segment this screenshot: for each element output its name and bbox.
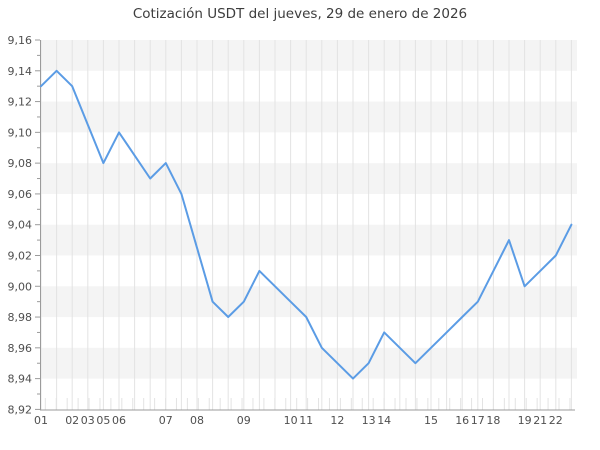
x-tick-label: 19: [518, 414, 532, 427]
x-tick-label: 22: [549, 414, 563, 427]
x-tick-label: 10: [284, 414, 298, 427]
plot-area: 9,16 9,14 9,12 9,10 9,08 9,06 9,04 9,02 9,00 8,98…: [8, 34, 577, 427]
x-tick-label: 09: [237, 414, 251, 427]
x-tick-label: 08: [190, 414, 204, 427]
y-tick-label: 8,98: [8, 311, 33, 324]
zebra-band: [40, 347, 577, 379]
x-tick-label: 11: [299, 414, 313, 427]
zebra-band: [40, 163, 577, 194]
y-tick-label: 9,06: [8, 188, 33, 201]
zebra-band: [40, 40, 577, 71]
x-tick-label: 07: [159, 414, 173, 427]
x-tick-label: 02: [65, 414, 79, 427]
zebra-band: [40, 224, 577, 256]
y-tick-label: 9,02: [8, 249, 33, 262]
x-tick-label: 16: [455, 414, 469, 427]
x-tick-label: 18: [486, 414, 500, 427]
y-tick-label: 9,00: [8, 280, 33, 293]
y-tick-label: 9,08: [8, 157, 33, 170]
x-tick-label: 03: [81, 414, 95, 427]
y-tick-label: 9,04: [8, 219, 33, 232]
x-tick-label: 13: [362, 414, 376, 427]
y-tick-label: 9,12: [8, 96, 33, 109]
x-tick-label: 05: [96, 414, 110, 427]
x-tick-label: 14: [377, 414, 391, 427]
x-tick-label: 06: [112, 414, 126, 427]
x-tick-label: 17: [471, 414, 485, 427]
y-tick-label: 8,92: [8, 403, 33, 416]
zebra-band: [40, 101, 577, 133]
y-tick-label: 9,10: [8, 126, 33, 139]
x-tick-label: 01: [34, 414, 48, 427]
chart-title: Cotización USDT del jueves, 29 de enero …: [133, 6, 467, 22]
price-line-usdt: [40, 69, 573, 380]
x-tick-label: 15: [424, 414, 438, 427]
y-tick-label: 8,96: [8, 342, 33, 355]
y-tick-label: 8,94: [8, 373, 33, 386]
x-tick-label: 12: [330, 414, 344, 427]
zebra-band: [40, 286, 577, 318]
y-tick-label: 9,16: [8, 34, 33, 47]
y-tick-label: 9,14: [8, 65, 33, 78]
x-tick-label: 21: [533, 414, 547, 427]
